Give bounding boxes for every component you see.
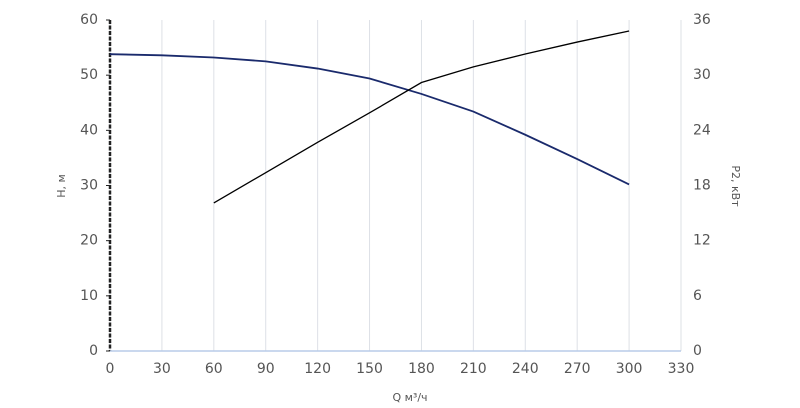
y2-tick-label: 6 <box>693 288 702 304</box>
y2-axis-label: P2, кВт <box>729 165 742 207</box>
x-tick-label: 180 <box>408 361 435 377</box>
x-tick-label: 300 <box>616 361 643 377</box>
y-tick-label: 60 <box>80 12 98 28</box>
y2-tick-label: 0 <box>693 343 702 359</box>
y-tick-label: 10 <box>80 288 98 304</box>
y-tick-label: 30 <box>80 178 98 194</box>
y2-tick-label: 36 <box>693 12 711 28</box>
y-tick-label: 0 <box>89 343 98 359</box>
y2-tick-label: 12 <box>693 233 711 249</box>
y-tick-label: 50 <box>80 67 98 83</box>
y2-tick-label: 24 <box>693 122 711 138</box>
x-tick-label: 120 <box>304 361 331 377</box>
x-axis-label: Q м³/ч <box>392 391 427 404</box>
y-tick-label: 20 <box>80 233 98 249</box>
y2-tick-label: 18 <box>693 178 711 194</box>
x-tick-label: 0 <box>106 361 115 377</box>
y2-tick-label: 30 <box>693 67 711 83</box>
x-tick-label: 330 <box>668 361 695 377</box>
x-tick-label: 30 <box>153 361 171 377</box>
y-tick-label: 40 <box>80 122 98 138</box>
line-h <box>109 53 630 186</box>
x-tick-label: 90 <box>257 361 275 377</box>
line-p2 <box>213 30 630 204</box>
x-tick-label: 150 <box>356 361 383 377</box>
x-tick-label: 270 <box>564 361 591 377</box>
x-tick-label: 240 <box>512 361 539 377</box>
x-tick-label: 210 <box>460 361 487 377</box>
y-axis-label: H, м <box>55 174 68 198</box>
x-tick-label: 60 <box>205 361 223 377</box>
